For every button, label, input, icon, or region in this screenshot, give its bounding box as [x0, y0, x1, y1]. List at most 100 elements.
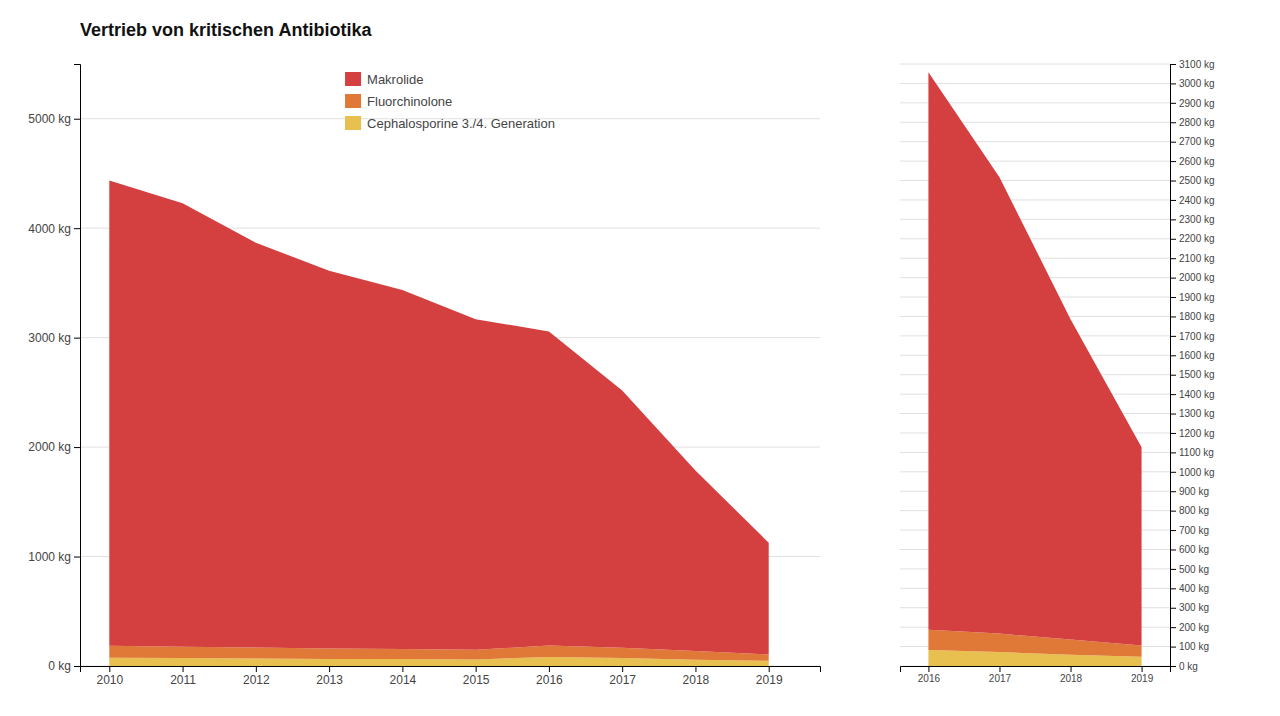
y-tick: 2000 kg — [1170, 272, 1215, 283]
y-tick-label: 2700 kg — [1179, 136, 1215, 147]
y-tick: 4000 kg — [28, 222, 80, 236]
y-tick: 3000 kg — [1170, 78, 1215, 89]
y-tick: 3000 kg — [28, 331, 80, 345]
y-tick: 2800 kg — [1170, 117, 1215, 128]
y-tick-mark — [1170, 569, 1176, 570]
y-tick-mark — [1170, 433, 1176, 434]
x-tick-mark — [769, 666, 770, 672]
legend-item: Cephalosporine 3./4. Generation — [345, 116, 555, 131]
x-tick-label: 2018 — [1060, 673, 1083, 684]
y-tick-mark — [1170, 608, 1176, 609]
y-tick: 900 kg — [1170, 486, 1209, 497]
y-tick: 800 kg — [1170, 505, 1209, 516]
x-tick-label: 2014 — [390, 673, 417, 687]
x-tick-mark — [1071, 666, 1072, 672]
y-tick: 300 kg — [1170, 602, 1209, 613]
x-tick-mark — [549, 666, 550, 672]
plot-area — [109, 181, 768, 666]
y-tick-label: 1900 kg — [1179, 292, 1215, 303]
x-axis: 2016 2017 2018 2019 — [901, 666, 1171, 684]
y-tick-label: 2000 kg — [28, 440, 71, 454]
y-axis-line — [1171, 65, 1177, 667]
y-tick: 1500 kg — [1170, 369, 1215, 380]
y-tick-mark — [74, 119, 80, 120]
y-tick-label: 2900 kg — [1179, 98, 1215, 109]
y-tick: 600 kg — [1170, 544, 1209, 555]
y-tick: 1600 kg — [1170, 350, 1215, 361]
y-tick: 500 kg — [1170, 564, 1209, 575]
x-tick: 2015 — [463, 666, 490, 687]
x-tick-label: 2019 — [756, 673, 783, 687]
y-tick-label: 2000 kg — [1179, 272, 1215, 283]
y-tick: 1300 kg — [1170, 408, 1215, 419]
y-tick-mark — [74, 228, 80, 229]
y-tick: 2100 kg — [1170, 253, 1215, 264]
x-tick-label: 2019 — [1131, 673, 1154, 684]
y-tick-label: 3000 kg — [1179, 78, 1215, 89]
y-tick: 1000 kg — [28, 550, 80, 564]
x-tick-mark — [402, 666, 403, 672]
y-axis: 0 kg1000 kg2000 kg3000 kg4000 kg5000 kg — [28, 65, 80, 674]
x-tick: 2019 — [756, 666, 783, 687]
y-tick-label: 1100 kg — [1179, 447, 1214, 458]
grid — [80, 119, 820, 666]
x-tick-mark — [329, 666, 330, 672]
x-tick-label: 2013 — [316, 673, 343, 687]
x-tick-label: 2011 — [170, 673, 196, 687]
grid — [900, 64, 1170, 666]
y-tick: 1000 kg — [1170, 467, 1215, 478]
y-tick-label: 2800 kg — [1179, 117, 1215, 128]
y-axis: 0 kg 100 kg 200 kg 300 kg 400 kg 500 kg 600 kg… — [1170, 59, 1215, 672]
x-tick: 2016 — [536, 666, 563, 687]
y-tick-mark — [74, 666, 80, 667]
x-tick: 2014 — [390, 666, 417, 687]
legend-swatch — [345, 116, 361, 130]
y-tick-label: 1000 kg — [1179, 467, 1215, 478]
x-tick-mark — [183, 666, 184, 672]
x-tick: 2019 — [1131, 666, 1154, 684]
legend-swatch — [345, 94, 361, 108]
x-tick: 2010 — [96, 666, 123, 687]
y-tick-mark — [1170, 375, 1176, 376]
x-tick-mark — [1142, 666, 1143, 672]
x-tick-label: 2017 — [609, 673, 636, 687]
y-tick: 2300 kg — [1170, 214, 1215, 225]
y-tick-mark — [1170, 316, 1176, 317]
y-tick-label: 200 kg — [1179, 622, 1209, 633]
x-tick: 2017 — [609, 666, 636, 687]
x-tick-mark — [476, 666, 477, 672]
legend-label: Fluorchinolone — [367, 94, 452, 109]
y-tick-label: 2200 kg — [1179, 233, 1215, 244]
y-tick-mark — [1170, 219, 1176, 220]
y-tick-label: 2300 kg — [1179, 214, 1215, 225]
y-tick-label: 1300 kg — [1179, 408, 1215, 419]
y-tick: 1900 kg — [1170, 292, 1215, 303]
y-tick-mark — [1170, 161, 1176, 162]
y-tick-label: 1600 kg — [1179, 350, 1215, 361]
y-tick-mark — [1170, 258, 1176, 259]
y-tick-label: 2500 kg — [1179, 175, 1215, 186]
y-tick: 1400 kg — [1170, 389, 1215, 400]
y-tick-label: 0 kg — [1179, 661, 1198, 672]
x-tick-mark — [109, 666, 110, 672]
y-tick-label: 1800 kg — [1179, 311, 1215, 322]
x-tick-label: 2017 — [989, 673, 1012, 684]
y-tick-mark — [1170, 83, 1176, 84]
y-tick-mark — [1170, 181, 1176, 182]
y-axis-line — [74, 65, 81, 667]
y-tick: 2500 kg — [1170, 175, 1215, 186]
x-tick: 2016 — [918, 666, 941, 684]
x-tick-label: 2010 — [96, 673, 123, 687]
y-tick: 2200 kg — [1170, 233, 1215, 244]
y-tick: 3100 kg — [1170, 59, 1215, 70]
y-tick-mark — [1170, 239, 1176, 240]
y-tick: 2900 kg — [1170, 98, 1215, 109]
y-tick: 2600 kg — [1170, 156, 1215, 167]
grid-line — [900, 83, 1170, 84]
grid-line — [900, 64, 1170, 65]
y-tick: 100 kg — [1170, 641, 1209, 652]
y-tick-mark — [1170, 627, 1176, 628]
x-tick-label: 2015 — [463, 673, 490, 687]
legend-item: Makrolide — [345, 72, 423, 87]
y-tick: 400 kg — [1170, 583, 1209, 594]
